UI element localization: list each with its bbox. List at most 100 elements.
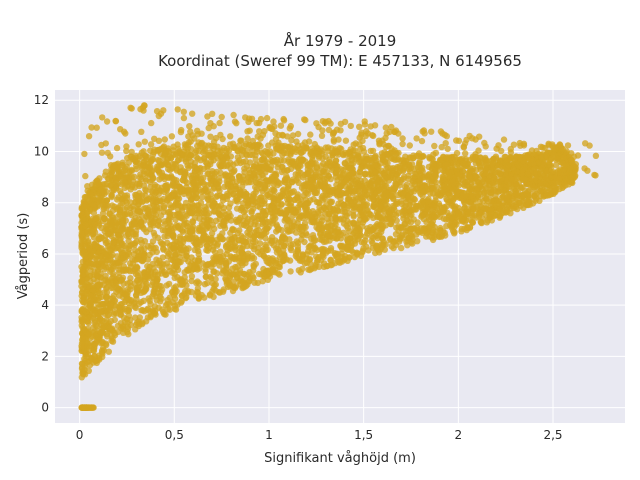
scatter-point bbox=[178, 185, 186, 193]
scatter-point bbox=[100, 205, 107, 213]
scatter-point bbox=[80, 298, 87, 306]
chart-title-line-2: Koordinat (Sweref 99 TM): E 457133, N 61… bbox=[158, 52, 522, 70]
scatter-point bbox=[410, 188, 418, 195]
scatter-point bbox=[136, 314, 143, 321]
scatter-point bbox=[308, 160, 316, 168]
scatter-point bbox=[150, 195, 157, 202]
scatter-point bbox=[293, 224, 301, 231]
scatter-point bbox=[239, 278, 246, 286]
scatter-point bbox=[205, 196, 212, 203]
scatter-point bbox=[237, 159, 244, 167]
scatter-point bbox=[326, 156, 333, 163]
scatter-point bbox=[349, 219, 357, 226]
scatter-point bbox=[259, 210, 266, 217]
scatter-point bbox=[174, 274, 181, 281]
scatter-point bbox=[260, 245, 267, 253]
scatter-point bbox=[295, 213, 302, 220]
scatter-point bbox=[268, 237, 276, 245]
scatter-point bbox=[93, 260, 100, 268]
scatter-point bbox=[447, 184, 454, 191]
scatter-point bbox=[272, 245, 280, 252]
scatter-point bbox=[97, 308, 105, 315]
scatter-point bbox=[248, 208, 255, 215]
scatter-point bbox=[287, 268, 294, 275]
scatter-point bbox=[287, 190, 294, 197]
scatter-point bbox=[169, 161, 176, 168]
scatter-point bbox=[123, 210, 131, 218]
scatter-point bbox=[91, 340, 98, 348]
scatter-point bbox=[388, 243, 395, 250]
scatter-point bbox=[284, 216, 291, 224]
scatter-point bbox=[84, 239, 92, 246]
scatter-point bbox=[183, 235, 190, 242]
scatter-point bbox=[241, 168, 248, 176]
scatter-point bbox=[165, 263, 172, 270]
scatter-point bbox=[201, 203, 209, 211]
scatter-point bbox=[204, 279, 211, 287]
scatter-point bbox=[174, 157, 181, 164]
scatter-point bbox=[147, 245, 154, 252]
scatter-point bbox=[150, 229, 157, 236]
scatter-point bbox=[162, 182, 169, 190]
scatter-point bbox=[219, 197, 227, 204]
scatter-point bbox=[532, 197, 539, 204]
scatter-point bbox=[379, 153, 386, 160]
scatter-point bbox=[497, 186, 504, 193]
scatter-point bbox=[249, 267, 257, 274]
scatter-point bbox=[257, 194, 264, 201]
scatter-point bbox=[398, 244, 405, 252]
scatter-point bbox=[144, 263, 151, 270]
scatter-point bbox=[117, 276, 125, 283]
scatter-point bbox=[300, 192, 307, 199]
scatter-point bbox=[166, 166, 174, 174]
scatter-point bbox=[357, 165, 364, 172]
scatter-point bbox=[388, 168, 395, 175]
scatter-point bbox=[472, 173, 479, 180]
scatter-point bbox=[395, 191, 402, 199]
scatter-point bbox=[464, 208, 471, 215]
scatter-point bbox=[340, 229, 347, 236]
scatter-point bbox=[187, 204, 194, 211]
scatter-point bbox=[226, 186, 234, 194]
scatter-point bbox=[114, 196, 121, 203]
scatter-point bbox=[158, 267, 165, 274]
scatter-point bbox=[119, 293, 127, 301]
scatter-point bbox=[236, 216, 243, 223]
scatter-point bbox=[381, 172, 388, 179]
scatter-point bbox=[170, 232, 177, 240]
scatter-point bbox=[350, 249, 357, 256]
scatter-point bbox=[245, 174, 252, 181]
scatter-point bbox=[117, 172, 124, 180]
scatter-point bbox=[548, 174, 555, 181]
scatter-point bbox=[345, 190, 353, 197]
scatter-point bbox=[227, 200, 234, 207]
scatter-point bbox=[366, 210, 373, 218]
scatter-point bbox=[448, 223, 456, 230]
scatter-point bbox=[195, 207, 202, 214]
scatter-point bbox=[96, 318, 104, 325]
scatter-point bbox=[188, 288, 195, 296]
scatter-point bbox=[230, 161, 237, 168]
scatter-point bbox=[132, 291, 140, 299]
scatter-point bbox=[181, 203, 189, 211]
scatter-point bbox=[315, 208, 322, 215]
scatter-point bbox=[368, 194, 376, 201]
scatter-point bbox=[277, 207, 284, 214]
scatter-point bbox=[230, 168, 237, 175]
scatter-point bbox=[297, 169, 304, 176]
scatter-point bbox=[169, 269, 176, 276]
scatter-point bbox=[450, 203, 457, 210]
scatter-point bbox=[508, 176, 515, 183]
scatter-point bbox=[164, 224, 172, 231]
scatter-point bbox=[171, 292, 178, 299]
scatter-point bbox=[289, 208, 296, 215]
scatter-point bbox=[78, 239, 85, 246]
scatter-point bbox=[217, 222, 224, 229]
scatter-point bbox=[435, 162, 443, 169]
scatter-point bbox=[310, 237, 318, 244]
scatter-point bbox=[297, 162, 304, 170]
scatter-point bbox=[234, 229, 241, 237]
scatter-point bbox=[349, 180, 356, 188]
scatter-point bbox=[297, 155, 304, 162]
scatter-point bbox=[79, 319, 87, 326]
